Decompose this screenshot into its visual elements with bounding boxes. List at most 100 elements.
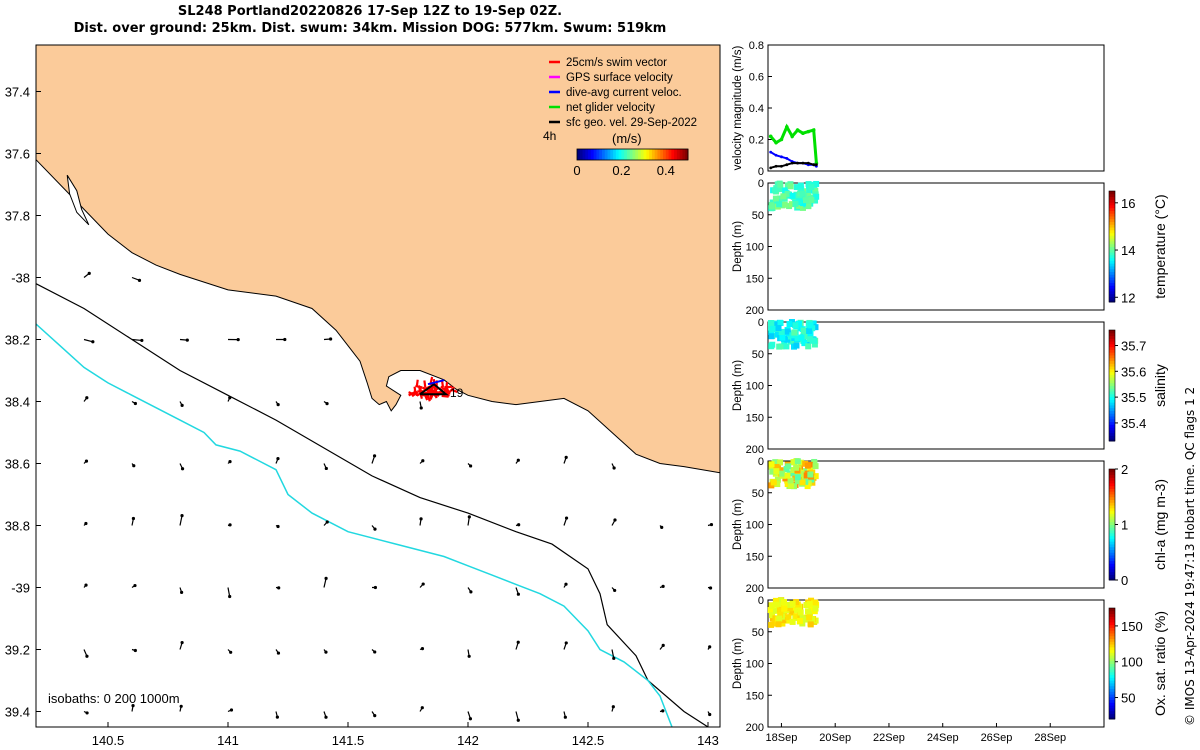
scatter-point bbox=[774, 476, 781, 483]
depth-axes-frame-1 bbox=[767, 321, 1105, 450]
map-xtick-label: 142 bbox=[457, 733, 479, 748]
scatter-point bbox=[780, 193, 787, 200]
scatter-point bbox=[812, 187, 819, 194]
current-vector bbox=[275, 711, 279, 719]
swim-vector bbox=[423, 380, 427, 388]
scatter-point bbox=[796, 202, 803, 209]
dive-avg-vector bbox=[427, 379, 445, 386]
scatter-point bbox=[798, 334, 805, 341]
map-ytick-label: 37.8 bbox=[5, 209, 30, 224]
swim-vector bbox=[440, 385, 448, 392]
colorbar-tick-label: 35.5 bbox=[1121, 390, 1146, 405]
scatter-point bbox=[803, 602, 810, 609]
scatter-point bbox=[812, 599, 819, 606]
scatter-point bbox=[799, 190, 806, 197]
current-vector bbox=[131, 583, 137, 589]
scatter-point bbox=[768, 621, 775, 628]
scatter-point bbox=[775, 325, 782, 332]
scatter-point bbox=[794, 474, 801, 481]
time-xtick-label: 26Sep bbox=[981, 732, 1013, 744]
scatter-point bbox=[797, 182, 804, 189]
scatter-point bbox=[793, 464, 800, 471]
map-ytick-label: -39 bbox=[11, 581, 30, 596]
current-vector bbox=[227, 523, 232, 527]
current-vector bbox=[419, 401, 423, 410]
map-ytick-label: 38.4 bbox=[5, 395, 30, 410]
current-vector bbox=[83, 271, 91, 278]
scatter-point bbox=[776, 195, 783, 202]
depth-axes-frame-0 bbox=[767, 182, 1105, 311]
scatter-point bbox=[789, 192, 796, 199]
current-vector bbox=[467, 515, 471, 526]
scatter-point bbox=[800, 327, 807, 334]
current-vector bbox=[707, 586, 713, 590]
depth-ytick-label: 100 bbox=[746, 659, 764, 671]
isobath-1000m bbox=[36, 323, 673, 727]
scatter-point bbox=[794, 335, 801, 342]
scatter-point bbox=[798, 470, 805, 477]
legend-label: 25cm/s swim vector bbox=[566, 57, 667, 69]
current-vector bbox=[467, 711, 473, 721]
swim-vector bbox=[448, 386, 455, 394]
depth-ytick-label: 0 bbox=[758, 178, 764, 190]
velocity-ylabel: velocity magnitude (m/s) bbox=[732, 46, 744, 171]
current-vector bbox=[275, 456, 280, 464]
velocity-point bbox=[814, 163, 818, 167]
glider-track bbox=[419, 382, 449, 396]
scatter-point bbox=[792, 200, 799, 207]
colorbar-tick-label: 14 bbox=[1121, 243, 1135, 258]
current-vector bbox=[131, 516, 136, 526]
time-xtick-label: 28Sep bbox=[1034, 732, 1066, 744]
colorbar-tick-label: 1 bbox=[1121, 518, 1128, 533]
depth-ytick-label: 50 bbox=[752, 488, 764, 500]
current-vector bbox=[371, 649, 377, 654]
map-plot-area: 19 bbox=[36, 45, 720, 727]
legend-item: 25cm/s swim vector bbox=[549, 57, 667, 69]
depth-ytick-label: 150 bbox=[746, 412, 764, 424]
scatter-point bbox=[806, 600, 813, 607]
scatter-point bbox=[806, 327, 813, 334]
isobaths-label: isobaths: 0 200 1000m bbox=[48, 691, 180, 706]
depth-scatter-1 bbox=[767, 319, 819, 350]
current-vector bbox=[275, 401, 280, 407]
scatter-point bbox=[777, 319, 784, 326]
scatter-point bbox=[812, 605, 819, 612]
velocity-point bbox=[785, 163, 789, 167]
current-vector bbox=[131, 338, 144, 343]
current-vector bbox=[563, 641, 568, 650]
legend-item: GPS surface velocity bbox=[549, 72, 673, 84]
scatter-point bbox=[804, 462, 811, 469]
scatter-point bbox=[788, 609, 795, 616]
scatter-point bbox=[773, 463, 780, 470]
scatter-point bbox=[767, 607, 774, 614]
velocity-point bbox=[790, 134, 794, 139]
current-vector bbox=[323, 649, 328, 654]
velocity-point bbox=[812, 163, 816, 167]
depth-ytick-label: 50 bbox=[752, 627, 764, 639]
scatter-point bbox=[804, 191, 811, 198]
scatter-point bbox=[784, 190, 791, 197]
current-vector bbox=[83, 710, 89, 715]
depth-ytick-label: 150 bbox=[746, 273, 764, 285]
velocity-point bbox=[790, 161, 794, 165]
current-vector bbox=[371, 711, 377, 718]
scatter-point bbox=[801, 340, 808, 347]
velocity-point bbox=[801, 161, 805, 165]
current-vector bbox=[419, 582, 425, 588]
current-vector bbox=[611, 518, 617, 526]
current-vector bbox=[275, 337, 287, 342]
depth-ytick-label: 0 bbox=[758, 595, 764, 607]
map-ytick-label: 37.4 bbox=[5, 85, 30, 100]
time-step-label: 4h bbox=[543, 129, 556, 143]
scatter-point bbox=[781, 605, 788, 612]
current-vector bbox=[179, 587, 184, 595]
current-vector bbox=[707, 522, 714, 527]
current-vector bbox=[515, 523, 521, 527]
scatter-point bbox=[793, 184, 800, 191]
legend-label: sfc geo. vel. 29-Sep-2022 bbox=[566, 117, 697, 129]
legend-item: net glider velocity bbox=[549, 102, 655, 114]
scatter-point bbox=[775, 621, 782, 628]
current-vector bbox=[467, 463, 473, 468]
scatter-point bbox=[771, 187, 778, 194]
map-axes-frame bbox=[35, 44, 721, 728]
